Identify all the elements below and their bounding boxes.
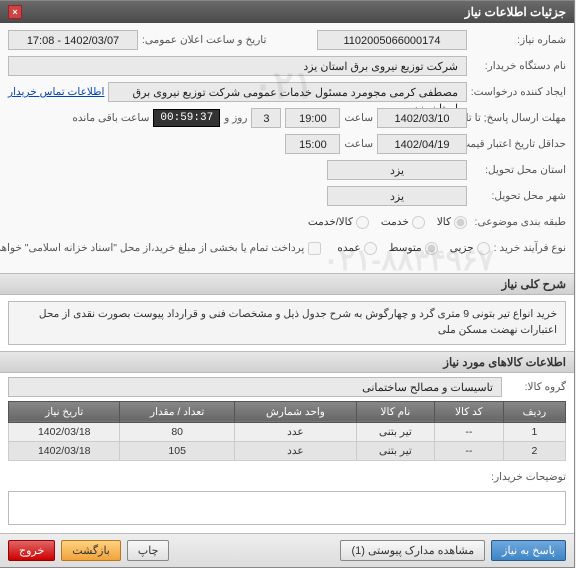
table-header: تاریخ نیاز: [10, 401, 121, 422]
table-cell: --: [435, 441, 504, 460]
lbl-province: استان محل تحویل:: [472, 164, 567, 176]
goods-table: ردیفکد کالانام کالاواحد شمارشتعداد / مقد…: [9, 401, 567, 461]
window: جزئیات اطلاعات نیاز × ۰۲۱ ۰۲۱-۸۸۳۴۹۶۷ شم…: [0, 0, 576, 568]
radio-large[interactable]: عمده: [338, 242, 377, 255]
reply-button[interactable]: پاسخ به نیاز: [492, 540, 567, 561]
radio-goods[interactable]: کالا: [438, 216, 468, 229]
payment-checkbox[interactable]: [309, 242, 322, 255]
print-button[interactable]: چاپ: [128, 540, 171, 561]
lbl-price-valid: حداقل تاریخ اعتبار قیمت; تا تاریخ:: [472, 138, 567, 150]
window-title: جزئیات اطلاعات نیاز: [466, 5, 567, 19]
close-icon[interactable]: ×: [9, 5, 23, 19]
contact-link[interactable]: اطلاعات تماس خریدار: [9, 86, 105, 98]
description-box: خرید انواع تیر بتونی 9 متری گرد و چهارگو…: [9, 301, 567, 345]
lbl-city: شهر محل تحویل:: [472, 190, 567, 202]
lbl-need-no: شماره نیاز:: [472, 34, 567, 46]
table-header: ردیف: [504, 401, 566, 422]
table-cell: 1402/03/18: [10, 441, 121, 460]
lbl-purchase-type: نوع فرآیند خرید :: [495, 242, 567, 254]
field-city: یزد: [328, 186, 468, 206]
table-cell: 2: [504, 441, 566, 460]
radio-both[interactable]: کالا/خدمت: [309, 216, 370, 229]
field-creator: مصطفی کرمی مجومرد مسئول خدمات عمومی شرکت…: [109, 82, 468, 102]
table-header: واحد شمارش: [235, 401, 357, 422]
table-cell: عدد: [235, 422, 357, 441]
lbl-hour-1: ساعت: [345, 112, 374, 124]
attachments-button[interactable]: مشاهده مدارک پیوستی (1): [341, 540, 486, 561]
radio-service[interactable]: خدمت: [382, 216, 426, 229]
table-cell: تیر بتنی: [357, 441, 435, 460]
buyer-notes-box: [9, 491, 567, 525]
field-announce: 1402/03/07 - 17:08: [9, 30, 139, 50]
lbl-deadline: مهلت ارسال پاسخ; تا تاریخ:: [472, 112, 567, 124]
table-cell: 1402/03/18: [10, 422, 121, 441]
lbl-day-and: روز و: [225, 112, 248, 124]
table-header: کد کالا: [435, 401, 504, 422]
subject-type-group: کالا خدمت کالا/خدمت: [309, 216, 468, 229]
payment-checkbox-row[interactable]: پرداخت تمام یا بخشی از مبلغ خرید،از محل …: [0, 242, 322, 255]
titlebar: جزئیات اطلاعات نیاز ×: [1, 1, 575, 23]
lbl-subject-type: طبقه بندی موضوعی:: [472, 216, 567, 228]
field-deadline-date: 1402/03/10: [378, 108, 468, 128]
field-need-no: 1102005066000174: [318, 30, 468, 50]
field-province: یزد: [328, 160, 468, 180]
section-goods-info: اطلاعات کالاهای مورد نیاز: [1, 351, 575, 373]
section-overall-desc: شرح کلی نیاز: [1, 273, 575, 295]
lbl-announce: تاریخ و ساعت اعلان عمومی:: [143, 34, 267, 46]
field-price-time: 15:00: [286, 134, 341, 154]
field-price-date: 1402/04/19: [378, 134, 468, 154]
table-cell: --: [435, 422, 504, 441]
lbl-remaining: ساعت باقی مانده: [73, 112, 150, 124]
field-deadline-time: 19:00: [286, 108, 341, 128]
field-days-left: 3: [252, 108, 282, 128]
lbl-creator: ایجاد کننده درخواست:: [472, 86, 567, 98]
field-goods-group: تاسیسات و مصالح ساختمانی: [9, 377, 503, 397]
lbl-hour-2: ساعت: [345, 138, 374, 150]
lbl-buyer-org: نام دستگاه خریدار:: [472, 60, 567, 72]
table-cell: 105: [121, 441, 235, 460]
form-area: ۰۲۱ ۰۲۱-۸۸۳۴۹۶۷ شماره نیاز: 110200506600…: [1, 23, 575, 273]
field-buyer-org: شرکت توزیع نیروی برق استان یزد: [9, 56, 468, 76]
table-cell: 80: [121, 422, 235, 441]
lbl-goods-group: گروه کالا:: [507, 381, 567, 393]
table-row[interactable]: 1--تیر بتنیعدد801402/03/18: [10, 422, 567, 441]
radio-small[interactable]: جزیی: [451, 242, 491, 255]
table-row[interactable]: 2--تیر بتنیعدد1051402/03/18: [10, 441, 567, 460]
footer-bar: پاسخ به نیاز مشاهده مدارک پیوستی (1) چاپ…: [1, 533, 575, 567]
lbl-buyer-notes: توضیحات خریدار:: [492, 471, 567, 483]
countdown-timer: 00:59:37: [154, 109, 221, 127]
back-button[interactable]: بازگشت: [62, 540, 122, 561]
radio-medium[interactable]: متوسط: [390, 242, 439, 255]
table-cell: تیر بتنی: [357, 422, 435, 441]
table-cell: عدد: [235, 441, 357, 460]
table-header: تعداد / مقدار: [121, 401, 235, 422]
lbl-payment-note: پرداخت تمام یا بخشی از مبلغ خرید،از محل …: [0, 242, 305, 254]
purchase-type-group: جزیی متوسط عمده: [338, 242, 490, 255]
table-header: نام کالا: [357, 401, 435, 422]
exit-button[interactable]: خروج: [9, 540, 56, 561]
table-cell: 1: [504, 422, 566, 441]
